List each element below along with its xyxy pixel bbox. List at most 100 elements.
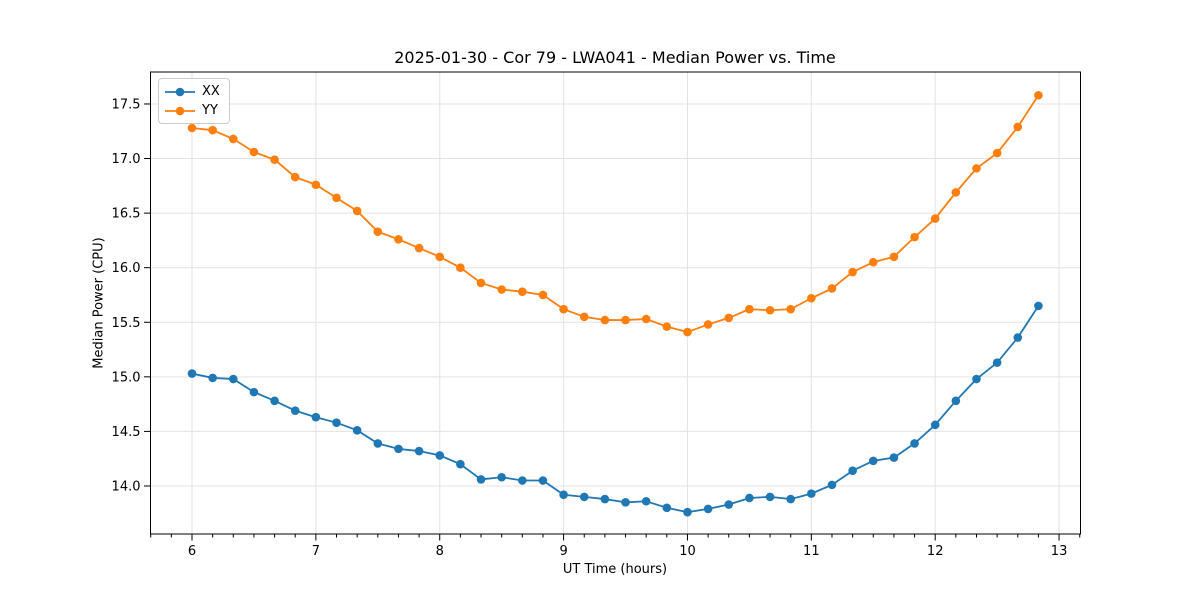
- data-point-yy: [910, 232, 919, 242]
- data-point-xx: [662, 503, 672, 513]
- data-point-xx: [889, 453, 899, 462]
- y-tick-label: 14.0: [112, 479, 141, 494]
- data-point-yy: [703, 320, 713, 329]
- series-line-xx: [191, 305, 1040, 514]
- data-point-xx: [1034, 301, 1043, 311]
- data-point-xx: [518, 476, 527, 485]
- data-point-yy: [538, 290, 548, 300]
- data-point-xx: [930, 420, 940, 430]
- y-tick-label: 17.0: [112, 152, 141, 167]
- data-point-yy: [662, 322, 672, 331]
- data-point-yy: [992, 148, 1002, 158]
- data-point-xx: [208, 373, 217, 383]
- data-point-yy: [745, 304, 754, 314]
- x-tick-label: 12: [927, 544, 944, 559]
- data-point-yy: [1013, 122, 1023, 132]
- data-point-yy: [497, 285, 506, 294]
- data-point-xx: [765, 492, 775, 502]
- legend-line-marker-icon: [165, 87, 195, 96]
- data-point-xx: [332, 418, 341, 427]
- data-point-yy: [889, 252, 899, 262]
- data-point-xx: [414, 446, 424, 456]
- data-point-xx: [868, 456, 878, 466]
- data-point-yy: [373, 227, 383, 236]
- data-point-xx: [703, 504, 713, 514]
- data-point-xx: [249, 387, 259, 397]
- data-point-yy: [456, 263, 465, 272]
- y-tick-label: 16.5: [112, 207, 141, 222]
- data-point-yy: [621, 315, 630, 325]
- data-point-yy: [827, 284, 837, 293]
- data-point-yy: [290, 172, 300, 182]
- data-point-xx: [683, 507, 692, 517]
- x-tick-label: 13: [1051, 544, 1068, 559]
- data-point-xx: [621, 498, 630, 507]
- data-point-yy: [414, 243, 424, 253]
- data-point-xx: [641, 496, 651, 506]
- data-point-xx: [228, 374, 238, 384]
- data-point-xx: [600, 494, 610, 504]
- data-point-xx: [579, 492, 589, 502]
- data-point-yy: [559, 304, 568, 314]
- data-point-yy: [394, 235, 403, 244]
- data-point-yy: [311, 180, 321, 190]
- data-point-xx: [910, 439, 919, 448]
- data-point-xx: [456, 459, 465, 469]
- data-point-xx: [951, 396, 961, 406]
- y-tick-label: 17.5: [112, 97, 141, 112]
- data-point-xx: [290, 406, 300, 415]
- x-tick-label: 9: [559, 544, 567, 559]
- data-point-xx: [476, 475, 486, 484]
- data-point-xx: [270, 396, 279, 406]
- data-point-xx: [724, 500, 734, 509]
- legend-item-yy: YY: [165, 101, 220, 120]
- data-point-xx: [352, 426, 362, 435]
- axes-frame: [150, 71, 1081, 535]
- x-tick-label: 6: [188, 544, 196, 559]
- data-point-xx: [435, 451, 445, 460]
- x-tick-label: 7: [312, 544, 320, 559]
- data-point-yy: [868, 257, 878, 267]
- y-tick-label: 14.5: [112, 425, 141, 440]
- data-point-yy: [228, 134, 238, 144]
- data-point-yy: [352, 206, 362, 216]
- data-point-yy: [600, 315, 610, 325]
- legend-item-xx: XX: [165, 82, 220, 101]
- x-tick-label: 11: [803, 544, 820, 559]
- data-point-xx: [848, 466, 857, 475]
- data-point-yy: [848, 267, 857, 277]
- y-tick-label: 16.0: [112, 261, 141, 276]
- data-point-yy: [187, 123, 197, 133]
- legend-label-xx: XX: [202, 84, 220, 99]
- x-tick-label: 8: [436, 544, 444, 559]
- data-point-yy: [641, 314, 651, 324]
- data-point-yy: [208, 125, 217, 135]
- data-point-xx: [538, 476, 548, 485]
- data-point-xx: [187, 369, 197, 378]
- series-line-yy: [191, 94, 1040, 334]
- data-point-xx: [992, 358, 1002, 367]
- data-point-yy: [1034, 90, 1043, 100]
- chart-title: 2025-01-30 - Cor 79 - LWA041 - Median Po…: [394, 48, 836, 67]
- legend-line-marker-icon: [165, 106, 195, 115]
- legend: XX YY: [158, 78, 230, 124]
- data-point-yy: [270, 155, 279, 164]
- data-point-xx: [559, 490, 568, 500]
- legend-label-yy: YY: [202, 103, 218, 118]
- data-point-yy: [435, 252, 445, 262]
- data-point-yy: [807, 293, 816, 303]
- data-point-xx: [1013, 333, 1023, 342]
- x-axis-label: UT Time (hours): [562, 562, 668, 577]
- data-point-yy: [683, 327, 692, 337]
- y-axis-label: Median Power (CPU): [91, 237, 107, 369]
- data-point-yy: [476, 278, 486, 288]
- y-tick-label: 15.5: [112, 316, 141, 331]
- data-point-yy: [518, 287, 527, 297]
- y-tick-label: 15.0: [112, 370, 141, 385]
- data-point-xx: [745, 493, 754, 503]
- data-point-yy: [972, 164, 981, 173]
- data-point-xx: [373, 439, 383, 448]
- data-point-xx: [807, 489, 816, 498]
